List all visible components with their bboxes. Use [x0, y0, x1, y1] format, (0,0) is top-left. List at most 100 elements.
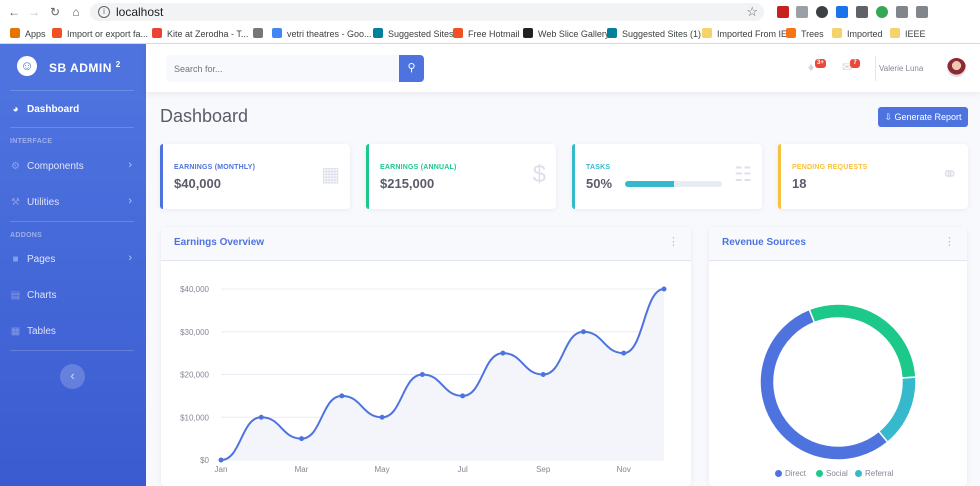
- card-value: $215,000: [380, 176, 435, 191]
- data-point[interactable]: [580, 329, 586, 335]
- bookmark-item[interactable]: Suggested Sites: [373, 27, 454, 41]
- bookmark-icon: [453, 28, 463, 38]
- bookmark-item[interactable]: Suggested Sites (1): [607, 27, 701, 41]
- home-icon[interactable]: ⌂: [72, 5, 80, 19]
- forward-icon[interactable]: →: [28, 5, 40, 19]
- data-point[interactable]: [218, 457, 224, 463]
- data-point[interactable]: [621, 350, 627, 356]
- tasks-progress-bar: [625, 181, 722, 187]
- ellipsis-v-icon[interactable]: ⋮: [668, 236, 679, 248]
- bookmark-item[interactable]: Imported From IE: [702, 27, 787, 41]
- bookmark-item[interactable]: Apps: [10, 27, 46, 41]
- bookmark-label: Suggested Sites: [388, 29, 454, 39]
- download-icon: ⇩: [884, 112, 892, 122]
- bookmark-item[interactable]: Import or export fa...: [52, 27, 148, 41]
- earnings-annual-card: EARNINGS (ANNUAL) $215,000 $: [366, 144, 556, 209]
- bookmark-label: Kite at Zerodha - T...: [167, 29, 249, 39]
- cog-icon: ⚙: [11, 161, 20, 172]
- earnings-line: [220, 288, 665, 461]
- card-accent: [366, 144, 369, 209]
- card-label: EARNINGS (MONTHLY): [174, 164, 256, 171]
- sidebar-item-components[interactable]: ⚙ Components ›: [0, 157, 146, 177]
- menu-icon[interactable]: [916, 6, 928, 18]
- bell-icon[interactable]: ♦: [808, 60, 815, 74]
- chevron-right-icon: ›: [128, 159, 132, 171]
- search-button[interactable]: ⚲: [399, 55, 424, 82]
- extension-icon[interactable]: [816, 6, 828, 18]
- donut-slice-social[interactable]: [808, 303, 917, 379]
- data-point[interactable]: [419, 372, 425, 377]
- data-point[interactable]: [460, 393, 466, 399]
- data-point[interactable]: [661, 286, 667, 292]
- pdf-extension-icon[interactable]: [777, 6, 789, 18]
- legend-item-referral[interactable]: Referral: [855, 469, 893, 479]
- bookmark-label: Suggested Sites (1): [622, 29, 702, 39]
- data-point[interactable]: [540, 372, 546, 377]
- sidebar-toggle-button[interactable]: ‹: [60, 364, 85, 389]
- bookmark-icon: [253, 28, 263, 38]
- sidebar-item-label: Utilities: [27, 197, 60, 208]
- sidebar-item-label: Tables: [27, 326, 56, 337]
- bookmark-item[interactable]: Web Slice Gallery: [523, 27, 609, 41]
- sidebar-item-charts[interactable]: ▤ Charts: [0, 286, 146, 306]
- legend-item-social[interactable]: Social: [816, 469, 848, 479]
- data-point[interactable]: [379, 414, 385, 420]
- site-info-icon[interactable]: i: [98, 6, 110, 18]
- sidebar-item-tables[interactable]: ▦ Tables: [0, 322, 146, 342]
- puzzle-icon[interactable]: [896, 6, 908, 18]
- donut-slice-referral[interactable]: [877, 376, 917, 444]
- card-accent: [160, 144, 163, 209]
- bookmark-label: IEEE: [905, 29, 926, 39]
- brand[interactable]: ☺ SB ADMIN 2: [0, 44, 146, 90]
- bookmark-item[interactable]: Kite at Zerodha - T...: [152, 27, 248, 41]
- legend-item-direct[interactable]: Direct: [775, 469, 806, 479]
- bookmark-item[interactable]: vetri theatres - Goo...: [272, 27, 372, 41]
- bookmark-icon: [832, 28, 842, 38]
- avatar[interactable]: [947, 58, 966, 77]
- generate-report-label: Generate Report: [894, 112, 962, 122]
- sidebar-item-pages[interactable]: ■ Pages ›: [0, 250, 146, 270]
- panel-title: Revenue Sources: [722, 237, 806, 248]
- bookmark-item[interactable]: IEEE: [890, 27, 926, 41]
- back-icon[interactable]: ←: [8, 5, 20, 19]
- brand-name: SB ADMIN 2: [49, 60, 121, 75]
- url-text: localhost: [116, 5, 164, 19]
- sidebar-item-label: Dashboard: [27, 104, 80, 115]
- bookmark-item[interactable]: Imported: [832, 27, 883, 41]
- sidebar-heading: INTERFACE: [10, 138, 53, 145]
- circle-icon: [775, 470, 782, 477]
- panel-header: Earnings Overview ⋮: [161, 227, 691, 261]
- circle-icon: [855, 470, 862, 477]
- user-name[interactable]: Valerie Luna: [879, 64, 924, 73]
- card-value: 18: [792, 176, 807, 191]
- bookmark-icon: [272, 28, 282, 38]
- progress-fill: [625, 181, 674, 187]
- reload-icon[interactable]: ↻: [49, 5, 61, 19]
- grid-extension-icon[interactable]: [836, 6, 848, 18]
- bookmark-icon: [52, 28, 62, 38]
- x-tick-label: Sep: [536, 465, 551, 474]
- calendar-icon: ▦: [321, 164, 340, 186]
- bookmark-item[interactable]: Free Hotmail: [453, 27, 520, 41]
- ellipsis-v-icon[interactable]: ⋮: [944, 236, 955, 248]
- data-point[interactable]: [258, 414, 264, 420]
- bookmark-item[interactable]: Trees: [786, 27, 824, 41]
- envelope-icon[interactable]: ✉: [842, 60, 853, 74]
- bookmark-star-icon[interactable]: ☆: [746, 4, 758, 19]
- sidebar-item-dashboard[interactable]: ◕ Dashboard: [0, 100, 146, 120]
- donut-slice-direct[interactable]: [759, 308, 889, 461]
- extension-icon[interactable]: [796, 6, 808, 18]
- sidebar-item-utilities[interactable]: ⚒ Utilities ›: [0, 193, 146, 213]
- extension-icon[interactable]: [856, 6, 868, 18]
- data-point[interactable]: [299, 436, 305, 442]
- grammarly-icon[interactable]: [876, 6, 888, 18]
- y-tick-label: $20,000: [180, 371, 209, 380]
- generate-report-button[interactable]: ⇩ Generate Report: [878, 107, 968, 127]
- search-input[interactable]: [166, 55, 399, 82]
- address-bar[interactable]: i localhost ☆: [90, 3, 764, 21]
- bookmark-label: vetri theatres - Goo...: [287, 29, 372, 39]
- data-point[interactable]: [339, 393, 345, 399]
- bookmark-item[interactable]: [253, 27, 268, 41]
- data-point[interactable]: [500, 350, 506, 356]
- card-label: TASKS: [586, 164, 611, 171]
